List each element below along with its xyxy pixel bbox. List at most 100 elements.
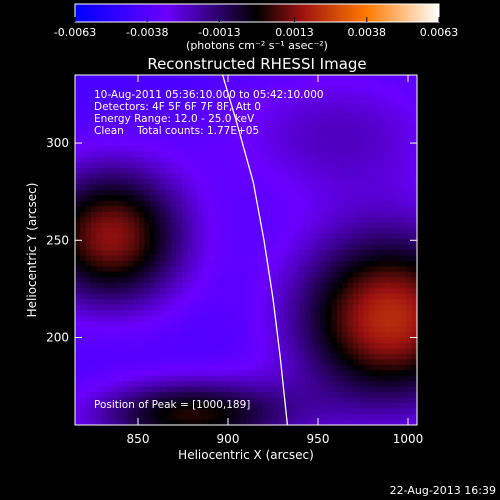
heatmap-cell	[400, 304, 407, 311]
heatmap-cell	[342, 167, 349, 175]
heatmap-cell	[235, 397, 242, 404]
heatmap-cell	[363, 184, 370, 191]
heatmap-cell	[320, 162, 327, 169]
heatmap-cell	[171, 337, 178, 344]
heatmap-cell	[128, 135, 135, 142]
heatmap-cell	[310, 304, 317, 311]
heatmap-cell	[96, 370, 103, 377]
heatmap-cell	[315, 293, 322, 300]
heatmap-cell	[144, 271, 151, 278]
heatmap-cell	[331, 359, 338, 366]
heatmap-cell	[139, 80, 146, 87]
heatmap-cell	[171, 332, 178, 339]
heatmap-cell	[224, 102, 231, 109]
heatmap-cell	[251, 403, 258, 410]
heatmap-cell	[326, 397, 333, 404]
heatmap-cell	[155, 75, 162, 82]
heatmap-cell	[395, 124, 402, 131]
heatmap-cell	[144, 233, 151, 240]
heatmap-cell	[155, 85, 162, 93]
heatmap-cell	[272, 157, 279, 164]
heatmap-cell	[256, 326, 263, 333]
heatmap-cell	[406, 222, 413, 229]
heatmap-cell	[406, 250, 413, 257]
heatmap-cell	[91, 189, 97, 196]
heatmap-cell	[165, 113, 172, 120]
heatmap-cell	[390, 315, 397, 322]
heatmap-cell	[256, 124, 263, 131]
heatmap-cell	[347, 217, 354, 224]
heatmap-cell	[390, 75, 397, 82]
heatmap-cell	[181, 364, 188, 371]
heatmap-cell	[395, 135, 402, 142]
heatmap-cell	[331, 129, 338, 136]
heatmap-cell	[315, 85, 322, 93]
heatmap-cell	[400, 414, 407, 421]
heatmap-cell	[171, 403, 178, 410]
heatmap-cell	[235, 140, 242, 147]
heatmap-cell	[187, 189, 194, 196]
heatmap-cell	[315, 364, 322, 371]
heatmap-cell	[75, 173, 81, 180]
heatmap-cell	[91, 167, 97, 175]
heatmap-cell	[224, 113, 231, 120]
heatmap-cell	[133, 332, 140, 339]
heatmap-cell	[342, 211, 349, 218]
heatmap-cell	[310, 364, 317, 371]
heatmap-cell	[395, 91, 402, 98]
heatmap-cell	[310, 173, 317, 180]
heatmap-cell	[363, 266, 370, 273]
heatmap-cell	[310, 222, 317, 229]
heatmap-cell	[368, 151, 375, 158]
heatmap-cell	[101, 348, 108, 355]
heatmap-cell	[288, 140, 295, 147]
heatmap-cell	[246, 140, 252, 147]
heatmap-cell	[283, 364, 290, 371]
heatmap-cell	[320, 271, 327, 278]
heatmap-cell	[267, 326, 274, 333]
heatmap-cell	[294, 310, 301, 317]
heatmap-cell	[326, 332, 333, 339]
heatmap-cell	[272, 118, 279, 125]
heatmap-cell	[368, 239, 375, 246]
heatmap-cell	[374, 151, 381, 158]
heatmap-cell	[336, 162, 343, 169]
heatmap-cell	[320, 277, 327, 284]
heatmap-cell	[171, 178, 178, 185]
heatmap-cell	[395, 321, 402, 328]
heatmap-cell	[278, 85, 284, 93]
heatmap-cell	[112, 359, 119, 366]
heatmap-cell	[240, 310, 247, 317]
heatmap-cell	[363, 310, 370, 317]
heatmap-cell	[91, 239, 97, 246]
heatmap-cell	[192, 222, 199, 229]
heatmap-cell	[315, 408, 322, 415]
heatmap-cell	[251, 239, 258, 246]
heatmap-cell	[117, 200, 124, 207]
heatmap-cell	[85, 299, 92, 306]
heatmap-cell	[101, 96, 108, 103]
heatmap-cell	[390, 244, 397, 251]
heatmap-cell	[117, 255, 124, 262]
heatmap-cell	[352, 408, 359, 415]
heatmap-cell	[336, 85, 343, 93]
heatmap-cell	[128, 299, 135, 306]
heatmap-cell	[208, 315, 215, 322]
heatmap-cell	[304, 96, 311, 103]
heatmap-cell	[315, 288, 322, 295]
heatmap-cell	[203, 200, 210, 207]
heatmap-cell	[219, 244, 226, 251]
heatmap-cell	[165, 271, 172, 278]
heatmap-cell	[358, 342, 365, 350]
heatmap-cell	[347, 332, 354, 339]
heatmap-cell	[128, 124, 135, 131]
heatmap-cell	[128, 118, 135, 125]
heatmap-cell	[294, 381, 301, 388]
heatmap-cell	[107, 233, 113, 240]
heatmap-cell	[326, 353, 333, 360]
heatmap-cell	[213, 129, 220, 136]
heatmap-cell	[411, 228, 417, 235]
heatmap-cell	[406, 326, 413, 333]
heatmap-cell	[229, 189, 236, 196]
heatmap-cell	[133, 200, 140, 207]
